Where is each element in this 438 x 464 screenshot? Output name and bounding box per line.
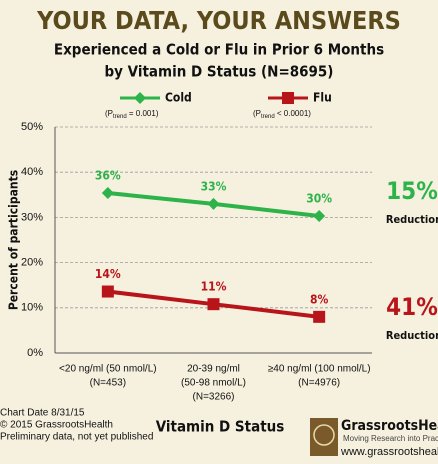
data-label: 11% (201, 280, 227, 294)
footer-text: © 2015 GrassrootsHealth (0, 420, 113, 431)
x-tick-label: (50-98 nmol/L) (181, 378, 246, 389)
data-label: 8% (310, 292, 329, 306)
data-point (207, 197, 220, 210)
reduction-value: 15% (386, 177, 438, 205)
legend-note-sub: trend (261, 114, 275, 120)
logo: GrassrootsHealth Moving Research into Pr… (310, 418, 438, 458)
x-tick-label: ≥40 ng/ml (100 nmol/L) (268, 364, 371, 375)
legend-note: (Ptrend = 0.001) (105, 109, 159, 119)
data-point (101, 285, 114, 298)
x-axis-label: Vitamin D Status (156, 418, 285, 436)
data-point (313, 310, 326, 323)
legend-label: Cold (165, 91, 192, 105)
y-tick-label: 0% (27, 347, 43, 359)
reduction-label: Reduction (386, 213, 438, 226)
legend-note-sub: trend (113, 114, 127, 120)
data-point (207, 298, 220, 311)
x-tick-label: <20 ng/ml (50 nmol/L) (59, 364, 157, 375)
x-tick-label: (N=453) (90, 378, 126, 389)
legend-note-part: (P (253, 109, 261, 118)
data-point (101, 186, 114, 199)
legend-note-part: = 0.001) (127, 109, 159, 118)
data-label: 36% (95, 168, 121, 182)
legend-note: (Ptrend < 0.0001) (253, 109, 311, 119)
footer-text: Chart Date 8/31/15 (0, 408, 85, 419)
data-point (134, 92, 146, 104)
legend-label: Flu (313, 91, 332, 105)
reduction-label: Reduction (386, 329, 438, 342)
logo-url: www.grassrootshealth.net (340, 446, 438, 458)
y-tick-label: 20% (21, 257, 43, 269)
legend-note-part: < 0.0001) (275, 109, 312, 118)
chart-subtitle: Experienced a Cold or Flu in Prior 6 Mon… (54, 41, 384, 59)
data-label: 33% (201, 179, 227, 193)
data-point (313, 210, 326, 223)
data-point (282, 92, 294, 104)
data-label: 30% (306, 192, 332, 206)
footer-text: Preliminary data, not yet published (0, 432, 153, 443)
x-tick-label: (N=3266) (193, 392, 235, 403)
y-tick-label: 40% (21, 166, 43, 178)
chart-title: YOUR DATA, YOUR ANSWERS (36, 6, 401, 35)
data-label: 14% (95, 267, 121, 281)
logo-name: GrassrootsHealth (341, 418, 438, 434)
reduction-value: 41% (386, 293, 438, 321)
x-tick-label: 20-39 ng/ml (187, 364, 240, 375)
x-tick-label: (N=4976) (298, 378, 340, 389)
y-axis-label: Percent of participants (7, 170, 21, 310)
chart-subtitle: by Vitamin D Status (N=8695) (105, 63, 334, 81)
logo-tagline: Moving Research into Practice (343, 434, 438, 443)
y-tick-label: 30% (21, 211, 43, 223)
logo-icon (313, 424, 335, 446)
y-tick-label: 50% (21, 121, 43, 133)
legend-note-part: (P (105, 109, 113, 118)
y-tick-label: 10% (21, 302, 43, 314)
